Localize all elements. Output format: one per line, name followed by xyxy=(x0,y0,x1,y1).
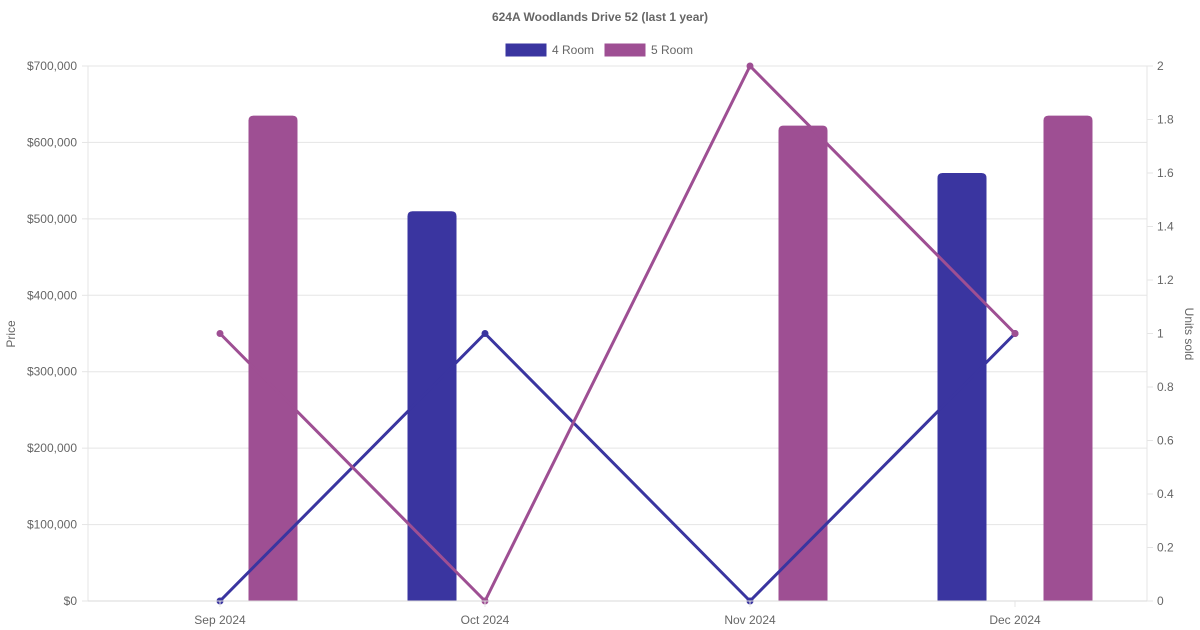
point-5-room-dec-2024[interactable] xyxy=(1011,330,1019,337)
y-right-tick-label: 1 xyxy=(1157,327,1164,341)
y-axis-left-title: Price xyxy=(4,320,18,348)
x-tick-label-sep-2024: Sep 2024 xyxy=(194,613,246,627)
legend-swatch-5-room xyxy=(604,43,646,57)
legend-label-4-room: 4 Room xyxy=(552,43,594,57)
y-left-tick-label: $500,000 xyxy=(27,212,77,226)
bar-5-room-dec-2024[interactable] xyxy=(1043,115,1093,601)
y-left-tick-label: $100,000 xyxy=(27,518,77,532)
axis-layer: $0 $100,000 $200,000 $300,000 $400,000 $500,0… xyxy=(27,59,1174,627)
y-right-tick-label: 0.4 xyxy=(1157,487,1174,501)
y-right-tick-label: 0 xyxy=(1157,594,1164,608)
point-5-room-nov-2024[interactable] xyxy=(746,62,754,70)
x-tick-label-nov-2024: Nov 2024 xyxy=(724,613,776,627)
x-tick-label-oct-2024: Oct 2024 xyxy=(461,613,510,627)
y-left-tick-label: $300,000 xyxy=(27,365,77,379)
y-right-tick-label: 1.2 xyxy=(1157,273,1174,287)
y-right-tick-label: 2 xyxy=(1157,59,1164,73)
bar-5-room-nov-2024[interactable] xyxy=(778,125,828,601)
bar-layer xyxy=(248,115,1093,601)
legend: 4 Room 5 Room xyxy=(505,43,693,57)
y-right-tick-label: 0.6 xyxy=(1157,434,1174,448)
y-right-tick-label: 1.4 xyxy=(1157,220,1174,234)
y-left-tick-label: $400,000 xyxy=(27,288,77,302)
y-right-tick-label: 1.6 xyxy=(1157,166,1174,180)
y-right-tick-label: 0.8 xyxy=(1157,380,1174,394)
point-4-room-oct-2024[interactable] xyxy=(481,330,489,337)
y-axis-right-title: Units sold xyxy=(1182,308,1196,361)
point-5-room-sep-2024[interactable] xyxy=(216,330,224,337)
line-layer xyxy=(216,62,1019,605)
legend-label-5-room: 5 Room xyxy=(651,43,693,57)
y-left-tick-label: $200,000 xyxy=(27,441,77,455)
legend-swatch-4-room xyxy=(505,43,547,57)
legend-item-4-room[interactable]: 4 Room xyxy=(505,43,594,57)
y-left-tick-label: $0 xyxy=(64,594,78,608)
y-left-tick-label: $600,000 xyxy=(27,135,77,149)
y-right-tick-label: 1.8 xyxy=(1157,113,1174,127)
line-5-room xyxy=(218,64,1017,603)
chart-title: 624A Woodlands Drive 52 (last 1 year) xyxy=(492,10,708,24)
x-tick-label-dec-2024: Dec 2024 xyxy=(989,613,1041,627)
bar-4-room-oct-2024[interactable] xyxy=(407,211,457,601)
line-4-room xyxy=(218,332,1017,603)
legend-item-5-room[interactable]: 5 Room xyxy=(604,43,693,57)
y-right-tick-label: 0.2 xyxy=(1157,541,1174,555)
y-left-tick-label: $700,000 xyxy=(27,59,77,73)
bar-5-room-sep-2024[interactable] xyxy=(248,115,298,601)
